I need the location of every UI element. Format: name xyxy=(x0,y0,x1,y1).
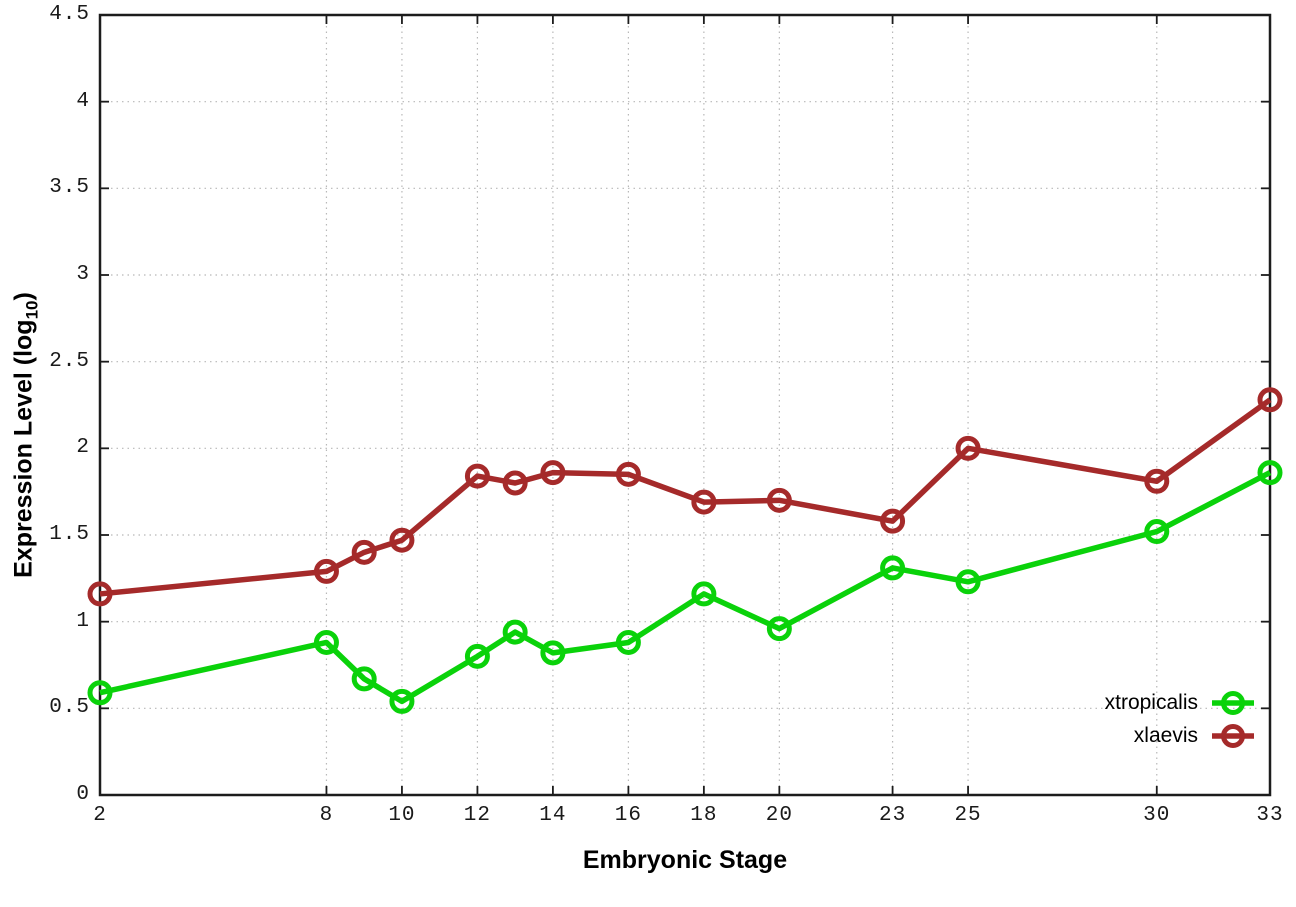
legend-line-marker-icon xyxy=(1212,691,1254,715)
legend: xtropicalis xlaevis xyxy=(1105,688,1256,751)
legend-label-xtropicalis: xtropicalis xyxy=(1104,691,1198,714)
y-tick-label: 0.5 xyxy=(49,696,90,720)
x-axis-title: Embryonic Stage xyxy=(582,846,788,874)
x-tick-label: 30 xyxy=(1143,804,1171,827)
x-tick-label: 10 xyxy=(388,804,416,827)
y-tick-label: 3 xyxy=(76,263,90,286)
y-tick-label: 4 xyxy=(76,89,90,113)
x-tick-label: 18 xyxy=(690,804,718,827)
x-tick-label: 23 xyxy=(878,804,907,827)
y-tick-label: 1 xyxy=(76,609,90,633)
y-tick-label: 2 xyxy=(76,436,90,460)
y-tick-label: 3.5 xyxy=(49,176,90,200)
y-axis-title-subscript: 10 xyxy=(22,300,42,320)
x-tick-label: 2 xyxy=(93,804,107,827)
legend-label-xlaevis: xlaevis xyxy=(1133,724,1198,747)
y-tick-label: 2.5 xyxy=(49,349,90,373)
x-tick-label: 20 xyxy=(765,804,793,827)
y-axis-title-suffix: ) xyxy=(9,292,38,301)
x-tick-label: 16 xyxy=(614,804,642,827)
legend-item-xtropicalis: xtropicalis xyxy=(1105,688,1256,718)
x-tick-label: 8 xyxy=(319,804,334,827)
legend-line-marker-icon xyxy=(1212,724,1254,748)
x-tick-label: 14 xyxy=(539,804,567,827)
y-tick-label: 1.5 xyxy=(49,523,90,546)
x-tick-label: 25 xyxy=(954,804,982,827)
x-tick-label: 12 xyxy=(463,804,492,827)
y-tick-label: 4.5 xyxy=(49,3,90,26)
legend-item-xlaevis: xlaevis xyxy=(1105,721,1256,751)
y-tick-label: 0 xyxy=(76,783,90,806)
x-tick-label: 33 xyxy=(1256,804,1284,827)
